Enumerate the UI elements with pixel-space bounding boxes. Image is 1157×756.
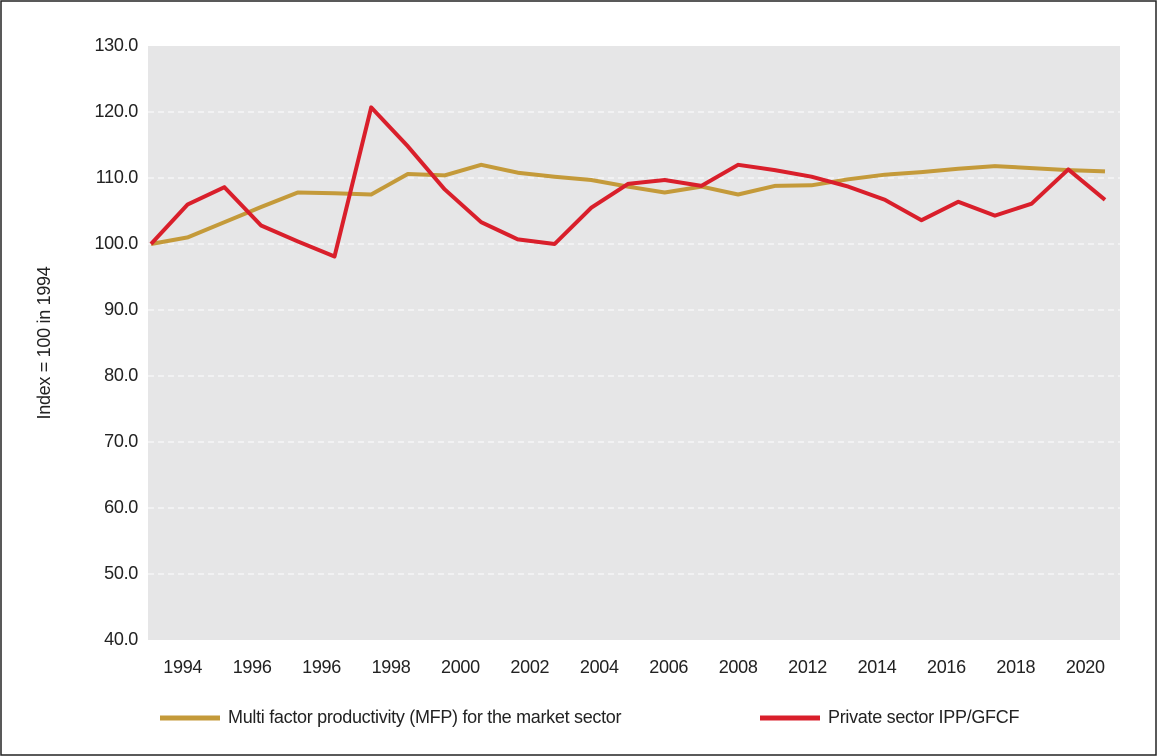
x-tick-label: 1996 [233, 657, 272, 677]
y-tick-label: 60.0 [104, 497, 138, 517]
x-tick-label: 2008 [719, 657, 758, 677]
series-line [150, 162, 1106, 246]
y-tick-label: 80.0 [104, 365, 138, 385]
y-tick-label: 130.0 [94, 35, 138, 55]
x-tick-label: 2002 [510, 657, 549, 677]
series-line [149, 105, 1107, 259]
y-tick-label: 50.0 [104, 563, 138, 583]
y-axis-label: Index = 100 in 1994 [34, 266, 54, 419]
x-tick-label: 2004 [580, 657, 619, 677]
x-tick-label: 1994 [163, 657, 202, 677]
x-tick-label: 2000 [441, 657, 480, 677]
y-tick-label: 120.0 [94, 101, 138, 121]
x-tick-label: 2020 [1066, 657, 1105, 677]
legend-label: Private sector IPP/GFCF [828, 707, 1019, 727]
y-tick-label: 110.0 [96, 167, 138, 187]
y-tick-label: 70.0 [104, 431, 138, 451]
y-tick-label: 40.0 [104, 629, 138, 649]
plot-area [148, 46, 1120, 640]
legend-label: Multi factor productivity (MFP) for the … [228, 707, 622, 727]
y-tick-label: 100.0 [94, 233, 138, 253]
x-tick-label: 1996 [302, 657, 341, 677]
x-tick-label: 1998 [372, 657, 411, 677]
x-tick-label: 2014 [858, 657, 897, 677]
x-tick-label: 2016 [927, 657, 966, 677]
x-tick-label: 2012 [788, 657, 827, 677]
y-tick-label: 90.0 [104, 299, 138, 319]
x-tick-label: 2006 [649, 657, 688, 677]
x-tick-label: 2018 [996, 657, 1035, 677]
